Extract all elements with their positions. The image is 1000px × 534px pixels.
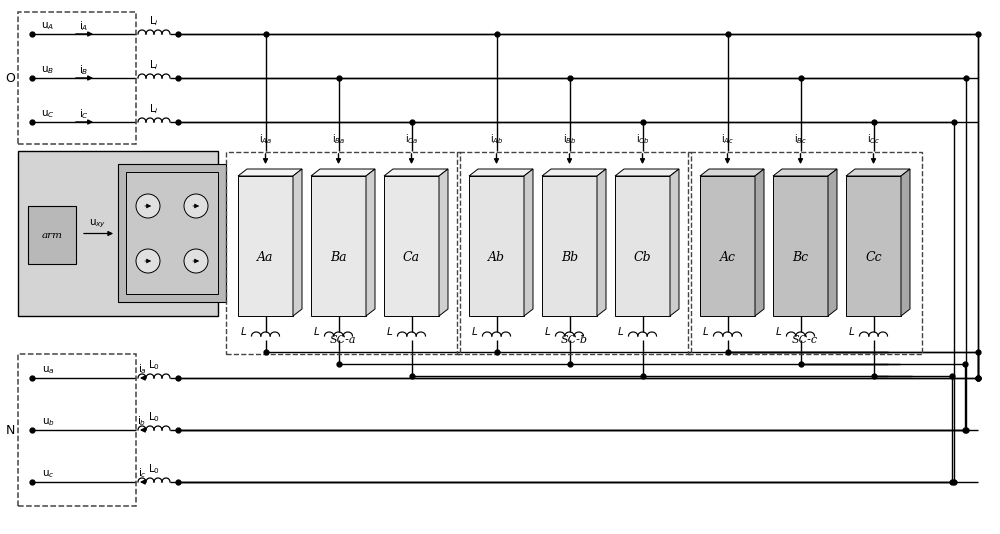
Text: Bc: Bc xyxy=(792,250,809,264)
Polygon shape xyxy=(615,176,670,316)
Text: i$_a$: i$_a$ xyxy=(138,362,146,376)
Circle shape xyxy=(184,194,208,218)
Polygon shape xyxy=(311,169,375,176)
Text: Cb: Cb xyxy=(634,250,651,264)
Text: arm: arm xyxy=(42,231,62,240)
Text: L: L xyxy=(545,327,550,337)
Text: L: L xyxy=(618,327,623,337)
Text: N: N xyxy=(5,423,15,436)
Text: i$_C$: i$_C$ xyxy=(79,107,89,121)
Polygon shape xyxy=(700,169,764,176)
Text: Ba: Ba xyxy=(330,250,347,264)
Text: u$_b$: u$_b$ xyxy=(42,416,54,428)
Polygon shape xyxy=(846,169,910,176)
Polygon shape xyxy=(597,169,606,316)
Text: L: L xyxy=(387,327,392,337)
Bar xyxy=(118,164,226,302)
Text: L: L xyxy=(849,327,854,337)
Polygon shape xyxy=(670,169,679,316)
Text: i$_{Bb}$: i$_{Bb}$ xyxy=(563,132,576,146)
Bar xyxy=(226,152,460,354)
Text: i$_{Ab}$: i$_{Ab}$ xyxy=(490,132,503,146)
Bar xyxy=(18,151,218,316)
Polygon shape xyxy=(293,169,302,316)
Text: L$_i$: L$_i$ xyxy=(149,102,159,116)
Bar xyxy=(18,12,136,144)
Text: i$_c$: i$_c$ xyxy=(138,466,146,480)
Text: Aa: Aa xyxy=(257,250,274,264)
Circle shape xyxy=(136,194,160,218)
Polygon shape xyxy=(542,176,597,316)
Polygon shape xyxy=(384,169,448,176)
Text: Ac: Ac xyxy=(720,250,736,264)
Text: SC-b: SC-b xyxy=(560,335,588,345)
Polygon shape xyxy=(439,169,448,316)
Polygon shape xyxy=(384,176,439,316)
Text: L: L xyxy=(703,327,708,337)
Text: i$_B$: i$_B$ xyxy=(79,63,89,77)
Text: i$_{Aa}$: i$_{Aa}$ xyxy=(259,132,272,146)
Text: i$_{Bc}$: i$_{Bc}$ xyxy=(794,132,807,146)
Text: i$_{Ac}$: i$_{Ac}$ xyxy=(721,132,734,146)
Polygon shape xyxy=(773,169,837,176)
Polygon shape xyxy=(366,169,375,316)
Polygon shape xyxy=(773,176,828,316)
Text: u$_A$: u$_A$ xyxy=(41,20,55,32)
Bar xyxy=(28,206,76,264)
Text: SC-a: SC-a xyxy=(330,335,356,345)
Circle shape xyxy=(136,249,160,273)
Text: L$_i$: L$_i$ xyxy=(149,58,159,72)
Polygon shape xyxy=(469,176,524,316)
Text: L$_i$: L$_i$ xyxy=(149,14,159,28)
Text: Cc: Cc xyxy=(865,250,882,264)
Text: u$_B$: u$_B$ xyxy=(41,64,55,76)
Polygon shape xyxy=(700,176,755,316)
Text: L$_0$: L$_0$ xyxy=(148,410,160,424)
Text: i$_A$: i$_A$ xyxy=(79,19,89,33)
Text: Ca: Ca xyxy=(403,250,420,264)
Text: i$_b$: i$_b$ xyxy=(137,414,147,428)
Circle shape xyxy=(184,249,208,273)
Text: u$_{xy}$: u$_{xy}$ xyxy=(89,217,107,230)
Polygon shape xyxy=(311,176,366,316)
Text: i$_{Cc}$: i$_{Cc}$ xyxy=(867,132,880,146)
Polygon shape xyxy=(524,169,533,316)
Bar xyxy=(688,152,922,354)
Text: L$_0$: L$_0$ xyxy=(148,358,160,372)
Text: u$_C$: u$_C$ xyxy=(41,108,55,120)
Bar xyxy=(18,354,136,506)
Polygon shape xyxy=(828,169,837,316)
Polygon shape xyxy=(615,169,679,176)
Polygon shape xyxy=(542,169,606,176)
Polygon shape xyxy=(846,176,901,316)
Text: i$_{Ca}$: i$_{Ca}$ xyxy=(405,132,418,146)
Text: Ab: Ab xyxy=(488,250,505,264)
Text: Bb: Bb xyxy=(561,250,578,264)
Text: L: L xyxy=(472,327,477,337)
Polygon shape xyxy=(755,169,764,316)
Text: u$_c$: u$_c$ xyxy=(42,468,54,480)
Polygon shape xyxy=(469,169,533,176)
Bar xyxy=(126,172,218,294)
Text: i$_{Cb}$: i$_{Cb}$ xyxy=(636,132,649,146)
Polygon shape xyxy=(901,169,910,316)
Text: i$_{Ba}$: i$_{Ba}$ xyxy=(332,132,345,146)
Text: L: L xyxy=(776,327,781,337)
Text: O: O xyxy=(5,72,15,84)
Polygon shape xyxy=(238,176,293,316)
Text: L: L xyxy=(241,327,246,337)
Bar xyxy=(457,152,691,354)
Text: u$_a$: u$_a$ xyxy=(42,364,54,376)
Text: L: L xyxy=(314,327,319,337)
Text: L$_0$: L$_0$ xyxy=(148,462,160,476)
Text: SC-c: SC-c xyxy=(792,335,818,345)
Polygon shape xyxy=(238,169,302,176)
